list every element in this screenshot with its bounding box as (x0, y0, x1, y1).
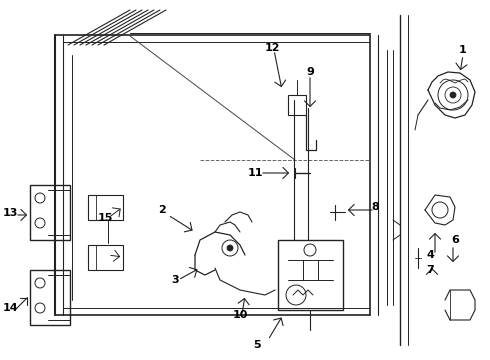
Text: 1: 1 (459, 45, 467, 55)
Text: 5: 5 (253, 340, 261, 350)
Circle shape (227, 245, 233, 251)
Text: 13: 13 (2, 208, 18, 218)
Text: 15: 15 (98, 213, 113, 223)
Bar (30, 185, 70, 240)
Bar (88, 195, 123, 220)
Circle shape (450, 92, 456, 98)
Text: 6: 6 (451, 235, 459, 245)
Text: 9: 9 (306, 67, 314, 77)
Text: 7: 7 (426, 265, 434, 275)
Bar (88, 245, 123, 270)
Text: 11: 11 (247, 168, 263, 178)
Bar (288, 95, 306, 115)
Bar (278, 240, 343, 310)
Text: 8: 8 (371, 202, 379, 212)
Bar (30, 270, 70, 325)
Text: 4: 4 (426, 250, 434, 260)
Text: 2: 2 (158, 205, 166, 215)
Text: 10: 10 (232, 310, 247, 320)
Text: 3: 3 (171, 275, 179, 285)
Text: 12: 12 (264, 43, 280, 53)
Text: 14: 14 (2, 303, 18, 313)
